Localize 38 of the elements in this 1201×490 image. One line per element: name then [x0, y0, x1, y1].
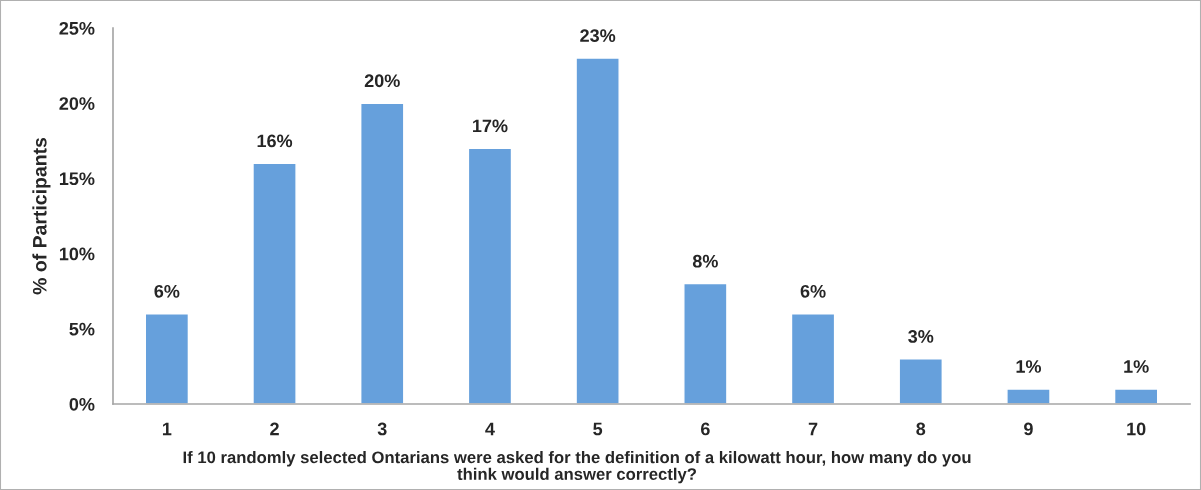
data-label: 6% — [800, 284, 826, 298]
bar — [144, 313, 190, 404]
bar — [467, 147, 513, 404]
data-label: 8% — [692, 254, 718, 268]
x-tick-label: 2 — [270, 422, 279, 436]
x-tick-label: 6 — [700, 422, 710, 436]
bar — [360, 102, 405, 404]
x-axis-title: If 10 randomly selected Ontarians were asked for the definition of a kilowatt hour, how many do you think would answer correctly? — [183, 451, 971, 484]
data-label: 3% — [908, 330, 934, 343]
data-label: 17% — [473, 119, 508, 133]
bar — [683, 282, 728, 404]
x-tick-label: 3 — [377, 422, 387, 436]
x-tick-label: 9 — [1024, 422, 1033, 436]
y-tick-label: 15% — [59, 172, 95, 186]
x-tick-label: 10 — [1127, 422, 1146, 436]
data-label: 16% — [257, 134, 293, 148]
bar — [898, 358, 943, 404]
x-tick-label: 4 — [485, 422, 495, 436]
data-label: 1% — [1124, 360, 1149, 373]
data-label: 1% — [1016, 360, 1042, 373]
y-axis-title: % of Participants — [32, 137, 51, 295]
y-tick-label: 0% — [69, 397, 95, 411]
y-tick-label: 20% — [59, 97, 95, 110]
bar — [252, 162, 297, 404]
bar — [1006, 388, 1051, 404]
bar — [1113, 388, 1159, 404]
x-tick-label: 1 — [162, 422, 172, 436]
y-tick-label: 10% — [59, 247, 95, 261]
x-tick-label: 5 — [593, 422, 603, 436]
bar — [790, 313, 836, 404]
x-tick-label: 8 — [916, 422, 926, 436]
y-tick-label: 5% — [69, 322, 95, 336]
y-tick-label: 25% — [59, 21, 95, 35]
data-label: 6% — [154, 284, 180, 298]
bar — [575, 57, 620, 404]
data-label: 20% — [364, 74, 400, 88]
x-tick-label: 7 — [808, 422, 818, 436]
data-label: 23% — [580, 29, 616, 43]
